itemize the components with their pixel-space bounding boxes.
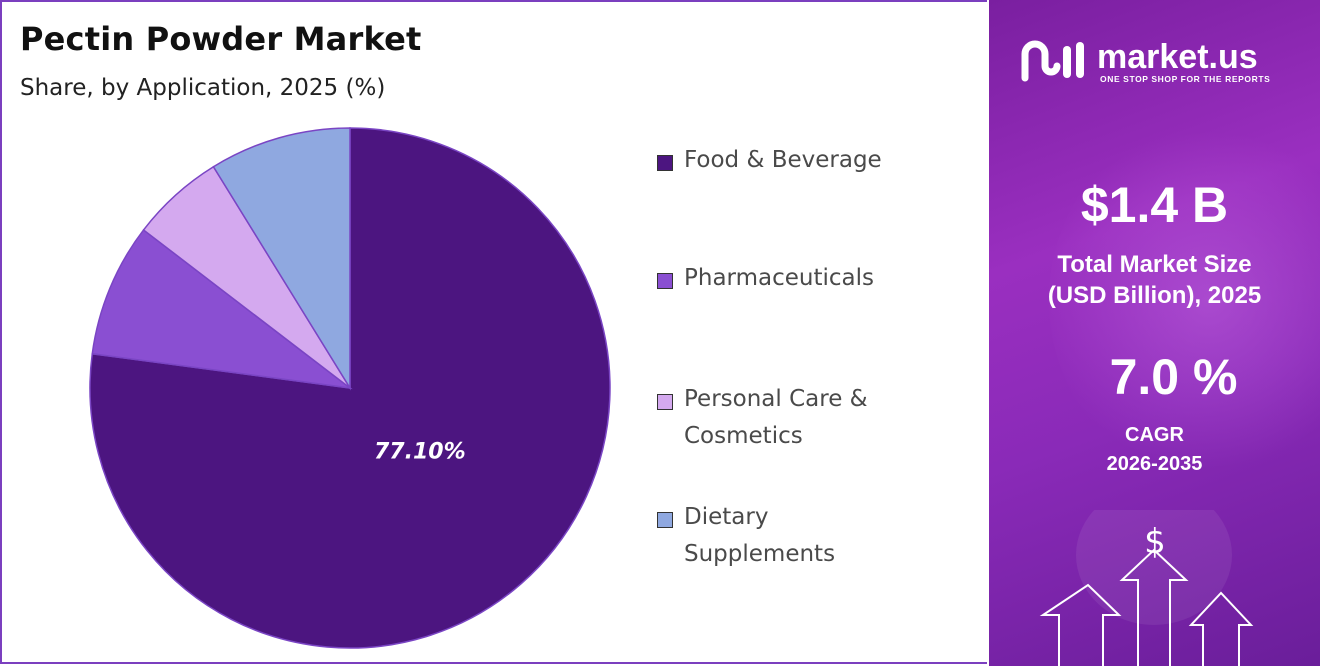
up-arrow-icon — [1119, 548, 1189, 666]
legend-swatch — [657, 394, 673, 410]
legend-label: Personal Care & Cosmetics — [684, 386, 868, 449]
legend-swatch — [657, 155, 673, 171]
up-arrow-icon — [1039, 583, 1122, 666]
stats-sidebar: market.us ONE STOP SHOP FOR THE REPORTS … — [989, 0, 1320, 666]
legend-label: Dietary Supplements — [684, 504, 836, 567]
market-size-label-1: Total Market Size — [1057, 251, 1252, 278]
up-arrow-icon — [1188, 591, 1254, 666]
market-size-label-2: (USD Billion), 2025 — [1047, 282, 1262, 309]
legend-swatch — [657, 512, 673, 528]
brand-logo: market.us ONE STOP SHOP FOR THE REPORTS — [1021, 38, 1291, 88]
dollar-icon: $ — [1144, 522, 1166, 562]
chart-panel: Pectin Powder Market Share, by Applicati… — [0, 0, 987, 664]
market-size-value: $1.4 B — [1080, 177, 1229, 233]
decorative-circle — [1076, 510, 1232, 625]
growth-arrows-graphic: $ — [1039, 510, 1254, 666]
cagr-label: CAGR — [1125, 424, 1184, 446]
market-us-logo-icon — [1021, 40, 1084, 82]
legend-swatch — [657, 273, 673, 289]
pie-slice-pharmaceuticals — [91, 228, 353, 390]
cagr-value: 7.0 % — [1109, 349, 1238, 405]
cagr-period: 2026-2035 — [1106, 453, 1203, 475]
brand-tagline: ONE STOP SHOP FOR THE REPORTS — [1100, 74, 1271, 84]
page-title: Pectin Powder Market — [20, 20, 422, 58]
pie-slice-dietary-supplements — [212, 127, 351, 391]
brand-name: market.us — [1097, 38, 1258, 76]
pie-data-label: 77.10% — [374, 440, 466, 465]
background-glow — [1049, 120, 1320, 480]
legend-label: Pharmaceuticals — [684, 265, 874, 291]
legend-label: Food & Beverage — [684, 147, 882, 173]
chart-subtitle: Share, by Application, 2025 (%) — [20, 75, 386, 101]
pie-chart: 77.10% — [89, 127, 611, 649]
